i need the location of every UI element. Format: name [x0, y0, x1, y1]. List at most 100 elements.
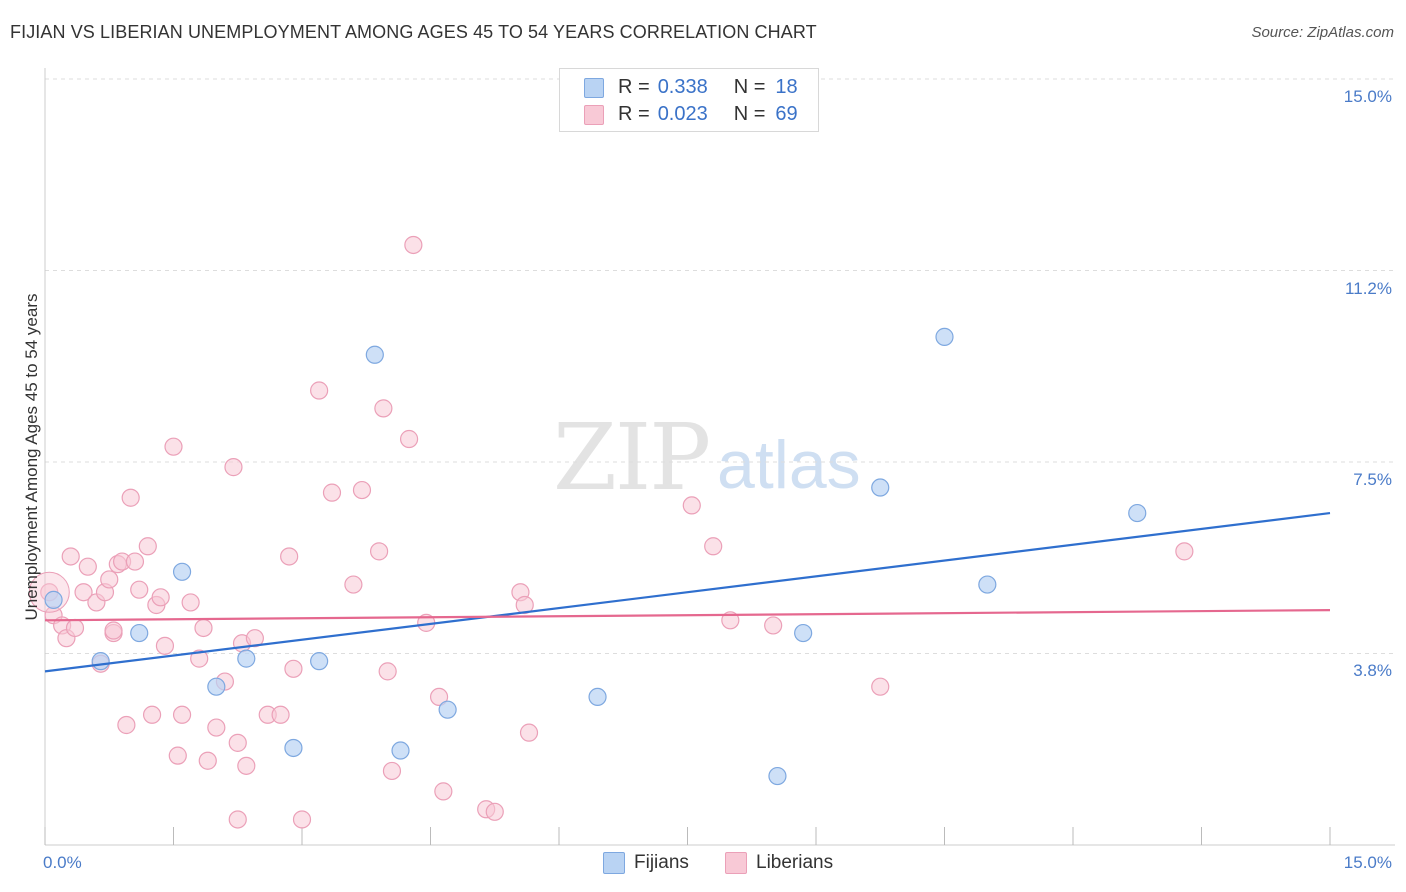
liberians-point	[164, 437, 183, 456]
fijians-point	[172, 562, 192, 581]
liberians-point	[515, 595, 534, 615]
y-tick-label: 15.0%	[1343, 87, 1392, 106]
y-axis-label: Unemployment Among Ages 45 to 54 years	[22, 293, 41, 621]
liberians-point	[190, 649, 209, 668]
fijians-point	[438, 700, 457, 719]
n-label: N =	[733, 102, 766, 125]
legend-row-liberians: R = 0.023 N = 69	[584, 101, 798, 127]
fijians-legend-swatch	[603, 852, 625, 874]
y-tick-label: 11.2%	[1345, 279, 1392, 298]
liberians-point	[374, 399, 393, 418]
liberians-point	[224, 458, 243, 477]
trend-lines	[44, 511, 1331, 673]
fijians-point	[935, 327, 954, 346]
liberians-point	[121, 488, 140, 507]
liberians-point	[382, 761, 402, 781]
fijians-point	[207, 677, 226, 696]
liberians-point	[292, 810, 312, 829]
fijians-point	[768, 766, 787, 786]
liberians-point	[721, 611, 740, 630]
liberians-point	[245, 629, 264, 648]
liberians-point	[519, 723, 539, 742]
fijians-point	[588, 687, 607, 707]
liberians-point	[404, 235, 423, 255]
liberians-point	[194, 618, 213, 638]
liberians-point	[117, 715, 136, 735]
fijians-point	[391, 741, 410, 760]
n-value: 69	[775, 102, 798, 125]
fijians-point	[794, 623, 813, 643]
y-tick-label: 7.5%	[1353, 470, 1392, 489]
liberians-point	[352, 480, 372, 500]
liberians-point	[151, 588, 170, 607]
r-value: 0.023	[657, 102, 708, 125]
source-label: Source: ZipAtlas.com	[1251, 24, 1394, 41]
liberians-trend-line	[44, 608, 1331, 622]
chart-title: FIJIAN VS LIBERIAN UNEMPLOYMENT AMONG AG…	[10, 22, 817, 42]
liberians-point	[228, 733, 247, 752]
liberians-point	[485, 802, 504, 821]
liberians-point	[344, 575, 363, 594]
liberians-point	[682, 496, 701, 515]
fijians-point	[310, 652, 329, 671]
y-tick-label: 3.8%	[1353, 661, 1392, 680]
liberians-point	[74, 583, 93, 602]
liberians-point	[61, 547, 80, 566]
x-tick-label-max: 15.0%	[1343, 853, 1392, 872]
liberians-point	[284, 659, 303, 678]
liberians-point	[704, 537, 723, 556]
liberians-point	[1175, 542, 1194, 561]
r-label: R =	[618, 75, 650, 98]
r-value: 0.338	[657, 75, 708, 98]
liberians-legend-label: Liberians	[756, 852, 834, 873]
grid-lines	[45, 78, 1395, 654]
fijians-swatch	[584, 78, 604, 98]
liberians-point	[104, 621, 123, 640]
liberians-point	[271, 705, 290, 724]
liberians-point	[155, 636, 175, 655]
fijians-legend-label: Fijians	[634, 852, 689, 873]
correlation-legend: R = 0.338 N = 18 R = 0.023 N = 69	[559, 68, 819, 132]
legend-row-fijians: R = 0.338 N = 18	[584, 74, 798, 100]
n-value: 18	[775, 75, 798, 98]
fijians-point	[284, 738, 303, 758]
liberians-legend-swatch	[725, 852, 747, 874]
watermark-zip: ZIP	[553, 404, 711, 511]
liberians-point	[168, 746, 187, 765]
liberians-point	[138, 537, 157, 556]
fijians-point	[1128, 503, 1147, 523]
liberians-point	[237, 756, 256, 775]
fijians-point	[130, 623, 149, 643]
axes	[44, 68, 1395, 846]
fijians-point	[91, 652, 110, 671]
liberians-point	[172, 705, 192, 724]
liberians-point	[228, 810, 247, 829]
legend-liberians: Liberians	[725, 852, 833, 874]
fijians-point	[978, 575, 997, 594]
r-label: R =	[618, 102, 650, 125]
liberians-swatch	[584, 105, 604, 125]
fijians-point	[44, 590, 63, 609]
n-label: N =	[733, 75, 766, 98]
liberians-point	[100, 570, 119, 589]
liberians-point	[280, 547, 299, 566]
liberians-point	[370, 542, 389, 561]
liberians-point	[871, 677, 890, 696]
liberians-point	[130, 580, 149, 599]
liberians-point	[378, 662, 397, 681]
data-points	[28, 235, 1194, 829]
liberians-point	[181, 593, 200, 612]
liberians-point	[207, 718, 226, 737]
liberians-point	[434, 782, 453, 801]
watermark-atlas: atlas	[717, 427, 861, 503]
liberians-point	[322, 483, 342, 502]
fijians-point	[365, 345, 384, 364]
x-tick-label-min: 0.0%	[43, 853, 82, 872]
liberians-point	[399, 429, 419, 449]
liberians-point	[65, 618, 85, 638]
legend-fijians: Fijians	[603, 852, 689, 874]
liberians-point	[429, 687, 449, 707]
liberians-point	[310, 381, 329, 400]
liberians-point	[78, 557, 97, 576]
